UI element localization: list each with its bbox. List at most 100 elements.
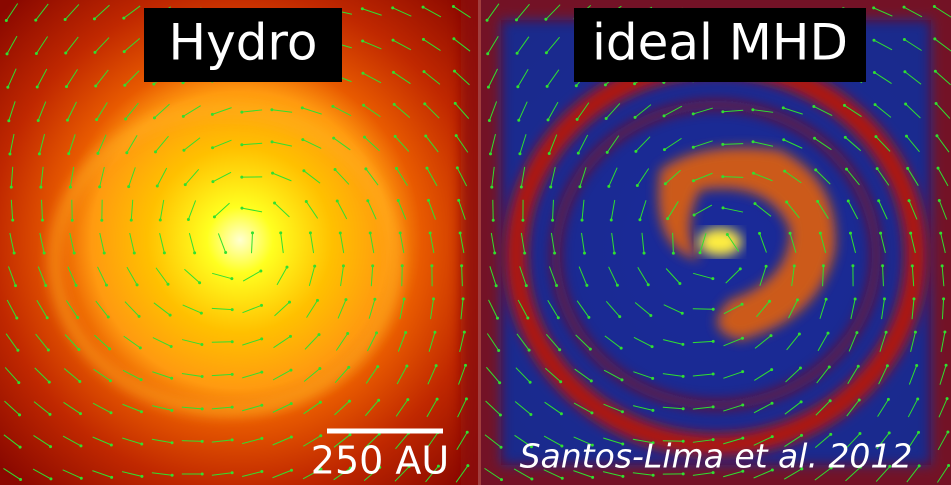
arrow-head — [620, 378, 623, 381]
arrow-head — [271, 140, 274, 143]
arrow-head — [914, 331, 917, 334]
arrow-head — [213, 215, 216, 218]
arrow-head — [946, 397, 949, 400]
arrow-head — [79, 412, 82, 415]
arrow-head — [912, 297, 915, 300]
arrow-head — [739, 267, 742, 270]
arrow-head — [464, 364, 467, 367]
arrow-head — [211, 180, 214, 183]
arrow-head — [819, 232, 822, 235]
arrow-head — [240, 207, 243, 210]
arrow-head — [874, 103, 877, 106]
arrow-head — [273, 202, 276, 205]
arrow-head — [555, 284, 558, 287]
arrow-head — [80, 477, 83, 480]
arrow-head — [666, 217, 669, 220]
arrow-head — [423, 70, 426, 73]
arrow-head — [260, 337, 263, 340]
arrow-head — [182, 149, 185, 152]
arrow-head — [651, 377, 654, 380]
arrow-head — [525, 284, 528, 287]
arrow-head — [678, 282, 681, 285]
arrow-head — [605, 117, 608, 120]
arrow-head — [193, 251, 196, 254]
arrow-head — [133, 251, 136, 254]
arrow-head — [933, 37, 936, 40]
arrow-head — [375, 331, 378, 334]
arrow-head — [48, 413, 51, 416]
arrow-head — [583, 252, 586, 255]
arrow-head — [201, 407, 204, 410]
arrow-head — [34, 19, 37, 22]
arrow-head — [454, 102, 457, 105]
arrow-head — [392, 71, 395, 74]
arrow-head — [109, 411, 112, 414]
arrow-head — [170, 409, 173, 412]
arrow-head — [260, 437, 263, 440]
arrow-head — [404, 331, 407, 334]
arrow-head — [486, 19, 489, 22]
arrow-head — [69, 186, 72, 189]
arrow-head — [64, 52, 67, 55]
arrow-head — [934, 70, 937, 73]
arrow-head — [43, 251, 46, 254]
arrow-head — [768, 300, 771, 303]
arrow-head — [945, 364, 948, 367]
arrow-head — [888, 431, 891, 434]
arrow-head — [604, 83, 607, 86]
arrow-head — [376, 365, 379, 368]
arrow-head — [616, 284, 619, 287]
arrow-head — [6, 86, 9, 89]
arrow-head — [200, 343, 203, 346]
arrow-head — [154, 150, 157, 153]
arrow-head — [163, 251, 166, 254]
arrow-head — [849, 232, 852, 235]
arrow-head — [681, 343, 684, 346]
arrow-head — [259, 269, 262, 272]
arrow-head — [122, 17, 125, 20]
arrow-head — [39, 186, 42, 189]
arrow-head — [466, 464, 469, 467]
arrow-head — [649, 314, 652, 317]
arrow-head — [8, 152, 11, 155]
arrow-head — [712, 405, 715, 408]
credit: Santos-Lima et al. 2012 — [520, 437, 913, 476]
arrow-head — [681, 312, 684, 315]
arrow-head — [347, 366, 350, 369]
arrow-head — [909, 232, 912, 235]
arrow-head — [271, 172, 274, 175]
arrow-head — [46, 316, 49, 319]
arrow-head — [858, 432, 861, 435]
arrow-head — [66, 119, 69, 122]
arrow-head — [942, 297, 945, 300]
arrow-head — [799, 367, 802, 370]
arrow-head — [500, 446, 503, 449]
arrow-head — [606, 151, 609, 154]
arrow-head — [224, 251, 227, 254]
arrow-head — [613, 252, 616, 255]
arrow-head — [693, 213, 696, 216]
arrow-head — [313, 265, 316, 268]
arrow-head — [726, 233, 729, 236]
arrow-head — [844, 136, 847, 139]
arrow-head — [493, 252, 496, 255]
arrow-head — [231, 308, 234, 311]
arrow-head — [302, 169, 305, 172]
arrow-head — [140, 410, 143, 413]
arrow-head — [692, 112, 695, 115]
scale-label: 250 AU — [311, 439, 449, 483]
arrow-head — [289, 369, 292, 372]
arrow-head — [847, 199, 850, 202]
arrow-head — [289, 335, 292, 338]
arrow-head — [741, 370, 744, 373]
arrow-head — [170, 345, 173, 348]
arrow-head — [560, 412, 563, 415]
arrow-head — [903, 6, 906, 9]
arrow-head — [140, 442, 143, 445]
arrow-head — [576, 118, 579, 121]
arrow-head — [344, 298, 347, 301]
arrow-head — [489, 152, 492, 155]
arrow-head — [406, 398, 409, 401]
arrow-head — [452, 37, 455, 40]
arrow-head — [124, 117, 127, 120]
